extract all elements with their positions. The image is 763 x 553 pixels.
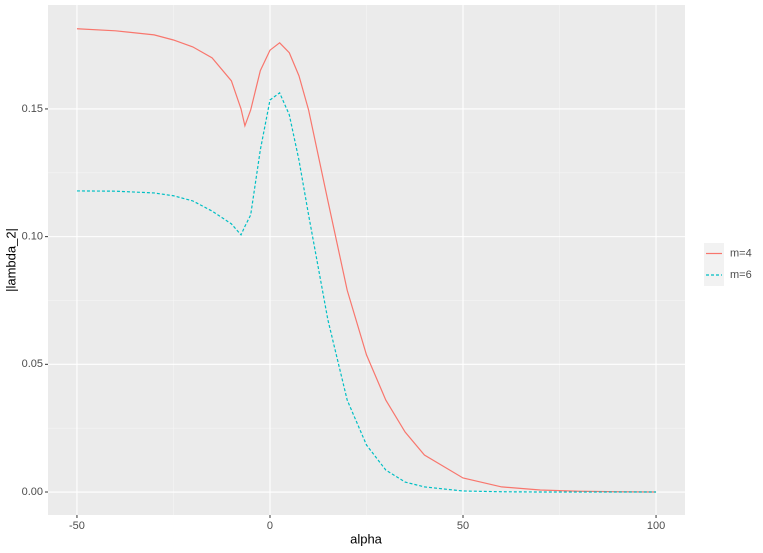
legend-label: m=4 bbox=[730, 247, 752, 259]
y-axis-title: |lambda_2| bbox=[3, 228, 18, 292]
y-tick-label: 0.00 bbox=[22, 486, 43, 498]
lines bbox=[76, 28, 657, 493]
legend-label: m=6 bbox=[730, 269, 752, 281]
x-axis-title: alpha bbox=[350, 531, 383, 546]
legend: m=4 m=6 bbox=[704, 243, 752, 286]
x-tick-label: -50 bbox=[69, 520, 85, 532]
x-tick-label: 50 bbox=[457, 520, 469, 532]
y-tick-label: 0.10 bbox=[22, 231, 43, 243]
legend-key-background bbox=[704, 243, 724, 286]
series-line bbox=[76, 91, 657, 493]
x-tick-label: 100 bbox=[647, 520, 665, 532]
x-tick-label: 0 bbox=[267, 520, 273, 532]
series-line bbox=[76, 28, 657, 493]
y-tick-label: 0.15 bbox=[22, 103, 43, 115]
y-tick-label: 0.05 bbox=[22, 358, 43, 370]
axes: -50 0 50 100 0.00 0.05 0.10 0.15 bbox=[22, 103, 666, 532]
